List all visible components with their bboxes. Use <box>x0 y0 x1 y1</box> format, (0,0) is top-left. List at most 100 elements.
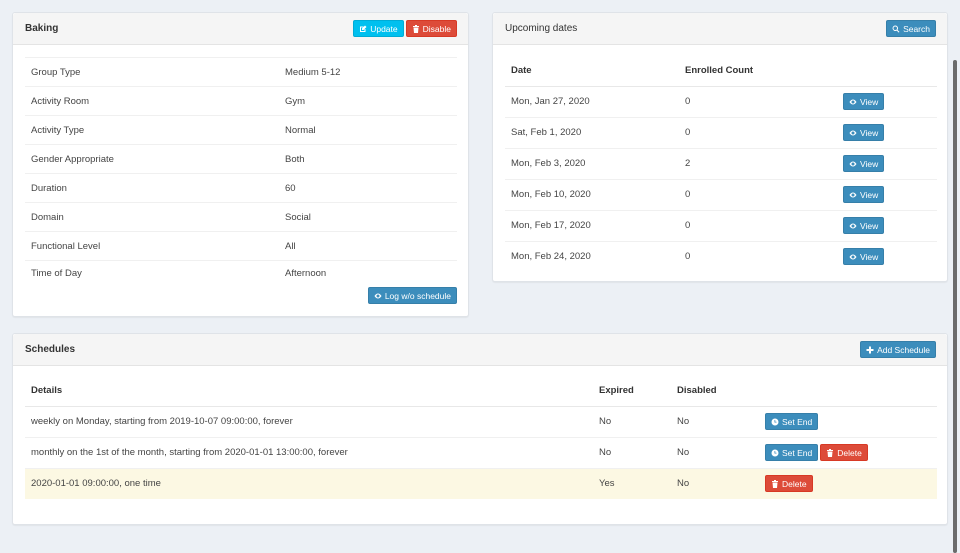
detail-label: Group Type <box>31 66 81 78</box>
view-button[interactable]: View <box>843 217 885 234</box>
column-header-details: Details <box>25 376 593 407</box>
clock-icon <box>771 418 779 425</box>
delete-button[interactable]: Delete <box>820 444 868 461</box>
details-cell: monthly on the 1st of the month, startin… <box>25 436 593 468</box>
detail-row: Domain Social <box>25 202 457 231</box>
count-cell: 0 <box>679 85 837 117</box>
search-icon <box>892 25 900 33</box>
view-label: View <box>860 96 879 107</box>
set-end-button[interactable]: Set End <box>765 413 819 430</box>
count-cell: 0 <box>679 209 837 241</box>
detail-label: Time of Day <box>31 268 82 279</box>
table-row: Sat, Feb 1, 2020 0 View <box>505 116 937 148</box>
table-row: Mon, Feb 10, 2020 0 View <box>505 178 937 210</box>
card-title: Upcoming dates <box>505 23 578 34</box>
delete-label: Delete <box>782 478 807 489</box>
view-label: View <box>860 189 879 200</box>
count-cell: 0 <box>679 116 837 148</box>
clock-icon <box>771 449 779 456</box>
update-label: Update <box>370 23 398 34</box>
detail-value: Gym <box>285 95 306 107</box>
scrollbar-thumb[interactable] <box>953 60 957 553</box>
add-schedule-button[interactable]: Add Schedule <box>860 341 936 358</box>
date-cell: Mon, Feb 3, 2020 <box>505 147 679 179</box>
count-cell: 2 <box>679 147 837 179</box>
table-row: weekly on Monday, starting from 2019-10-… <box>25 405 937 437</box>
detail-row: Group Type Medium 5-12 <box>25 57 457 86</box>
column-header-expired: Expired <box>593 376 671 407</box>
detail-label: Functional Level <box>31 240 101 252</box>
delete-button[interactable]: Delete <box>765 475 813 493</box>
schedules-card: Schedules Add Schedule Details Expired D… <box>12 333 948 525</box>
card-title: Baking <box>25 23 59 34</box>
detail-value: Both <box>285 153 305 165</box>
detail-label: Activity Room <box>31 95 90 107</box>
detail-row: Activity Type Normal <box>25 115 457 144</box>
detail-label: Gender Appropriate <box>31 153 114 165</box>
disabled-cell: No <box>671 467 759 499</box>
detail-value: Afternoon <box>285 268 327 279</box>
table-row: monthly on the 1st of the month, startin… <box>25 436 937 468</box>
date-cell: Mon, Feb 24, 2020 <box>505 240 679 272</box>
detail-label: Domain <box>31 211 64 223</box>
log-without-schedule-label: Log w/o schedule <box>384 290 451 301</box>
date-cell: Mon, Feb 17, 2020 <box>505 209 679 241</box>
baking-card: Baking Update Disable Group Type Medium 5… <box>12 12 469 317</box>
search-label: Search <box>903 23 930 34</box>
table-row: Mon, Feb 3, 2020 2 View <box>505 147 937 179</box>
plus-icon <box>866 346 874 353</box>
detail-row: Functional Level All <box>25 231 457 260</box>
set-end-button[interactable]: Set End <box>765 444 819 461</box>
baking-card-header: Baking Update Disable <box>13 13 468 45</box>
eye-icon <box>374 293 382 298</box>
detail-value: Normal <box>285 124 316 136</box>
trash-icon <box>827 448 834 457</box>
disabled-cell: No <box>671 436 759 468</box>
view-button[interactable]: View <box>843 93 885 110</box>
view-label: View <box>860 127 879 138</box>
search-button[interactable]: Search <box>886 20 936 37</box>
log-without-schedule-button[interactable]: Log w/o schedule <box>367 287 457 304</box>
detail-value: All <box>285 240 296 252</box>
delete-label: Delete <box>837 447 862 458</box>
column-header-actions <box>759 376 937 407</box>
expired-cell: No <box>593 436 671 468</box>
view-button[interactable]: View <box>843 155 885 172</box>
column-header-actions <box>837 56 937 87</box>
update-button[interactable]: Update <box>353 20 404 37</box>
disabled-cell: No <box>671 405 759 437</box>
schedules-header: Schedules Add Schedule <box>13 334 947 366</box>
table-row: Mon, Jan 27, 2020 0 View <box>505 85 937 117</box>
eye-icon <box>849 223 857 228</box>
eye-icon <box>849 161 857 166</box>
view-button[interactable]: View <box>843 248 885 266</box>
edit-icon <box>360 25 367 32</box>
disable-label: Disable <box>422 23 451 34</box>
add-schedule-label: Add Schedule <box>877 344 930 355</box>
detail-label: Activity Type <box>31 124 85 136</box>
table-row-expired: 2020-01-01 09:00:00, one time Yes No Del… <box>25 467 937 499</box>
detail-value: 60 <box>285 182 296 194</box>
eye-icon <box>849 99 857 104</box>
detail-value: Social <box>285 211 311 223</box>
detail-row: Time of Day Afternoon <box>25 260 457 286</box>
schedules-table: Details Expired Disabled weekly on Monda… <box>25 376 937 499</box>
date-cell: Mon, Feb 10, 2020 <box>505 178 679 210</box>
expired-cell: Yes <box>593 467 671 499</box>
view-button[interactable]: View <box>843 186 885 203</box>
count-cell: 0 <box>679 178 837 210</box>
card-title: Schedules <box>25 344 76 355</box>
date-cell: Mon, Jan 27, 2020 <box>505 85 679 117</box>
set-end-label: Set End <box>782 447 813 458</box>
disable-button[interactable]: Disable <box>405 20 457 37</box>
trash-icon <box>772 479 778 488</box>
details-cell: 2020-01-01 09:00:00, one time <box>25 467 593 499</box>
eye-icon <box>849 192 857 197</box>
upcoming-dates-header: Upcoming dates Search <box>493 13 947 45</box>
count-cell: 0 <box>679 240 837 272</box>
eye-icon <box>849 254 857 260</box>
detail-value: Medium 5-12 <box>285 66 341 78</box>
view-button[interactable]: View <box>843 124 885 141</box>
detail-row: Gender Appropriate Both <box>25 144 457 173</box>
table-row: Mon, Feb 17, 2020 0 View <box>505 209 937 241</box>
